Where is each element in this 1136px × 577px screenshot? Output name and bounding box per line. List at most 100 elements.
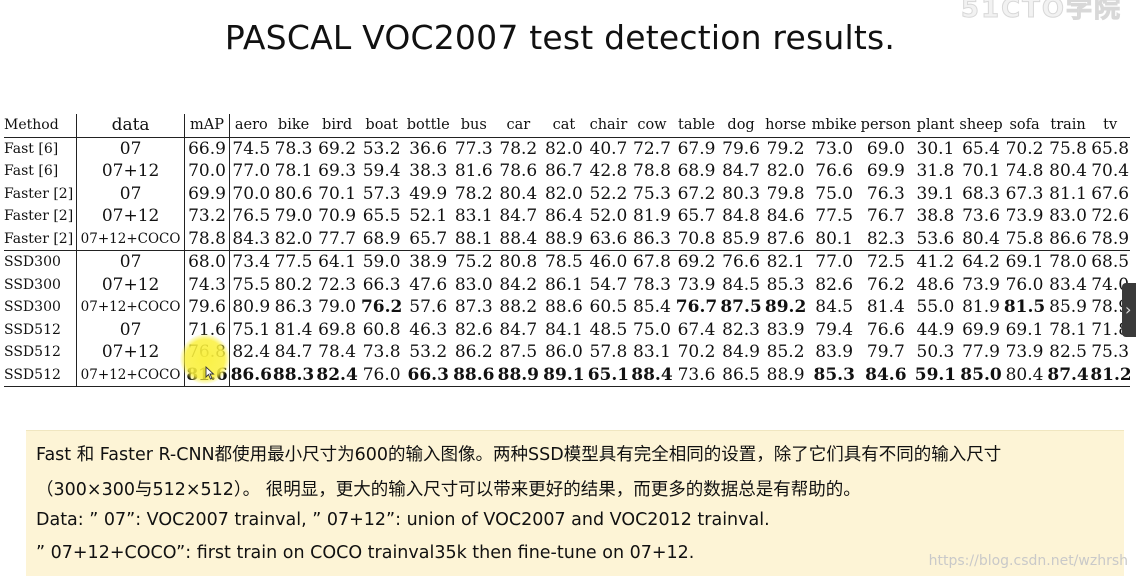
method-cell: SSD300 [4, 250, 77, 274]
map-cell: 79.6 [184, 296, 231, 319]
ap-cell: 81.5 [1003, 297, 1046, 318]
ap-cell: 57.6 [409, 297, 448, 318]
ap-cell: 84.5 [815, 297, 854, 318]
ap-cell: 78.3 [274, 138, 313, 159]
table-row: SSD512 07 71.6 75.1 81.4 69.8 60.8 46.3 82.6 84.7… [4, 318, 1130, 341]
ap-cell: 60.8 [362, 319, 401, 340]
ap-cell: 86.5 [719, 363, 763, 387]
map-cell: 70.0 [184, 160, 231, 183]
ap-cell: 67.2 [677, 183, 716, 204]
ap-cell: 84.7 [499, 206, 538, 227]
ap-cell: 73.9 [1005, 342, 1044, 363]
column-header-train: train [1045, 114, 1091, 138]
method-cell: SSD512 [4, 321, 61, 338]
ap-cell: 75.2 [452, 250, 496, 274]
ap-cell: 85.3 [808, 363, 860, 387]
ap-cell: 82.4 [314, 363, 360, 387]
method-cell: Faster [2] [4, 185, 74, 202]
ap-cell: 84.5 [722, 274, 760, 295]
ap-cell: 69.1 [1005, 319, 1044, 340]
ap-cell: 75.0 [633, 319, 671, 340]
map-cell: 69.9 [184, 182, 231, 205]
ap-cell: 65.5 [362, 206, 401, 227]
column-header-bike: bike [272, 114, 315, 138]
ap-cell: 84.2 [499, 274, 538, 295]
cursor-highlight [180, 334, 230, 384]
ap-cell: 75.1 [232, 319, 271, 340]
ap-cell: 76.6 [866, 319, 905, 340]
ap-cell: 70.1 [318, 183, 357, 204]
table-row: SSD300 07+12 74.3 75.5 80.2 72.3 66.3 47.6 83.0 8… [4, 273, 1130, 296]
ap-cell: 86.6 [229, 363, 273, 387]
training-data-cell: 07 [76, 137, 185, 160]
ap-cell: 44.9 [916, 319, 955, 340]
ap-cell: 38.8 [916, 206, 955, 227]
training-data-cell: 07+12 [76, 205, 185, 228]
ap-cell: 82.6 [815, 274, 854, 295]
ap-cell: 83.1 [633, 342, 671, 363]
ap-cell: 78.2 [499, 138, 538, 159]
ap-cell: 40.7 [589, 138, 628, 159]
ap-cell: 78.2 [454, 183, 493, 204]
table-row: SSD300 07 68.0 73.4 77.5 64.1 59.0 38.9 75.2 80.8… [4, 250, 1130, 274]
ap-cell: 85.9 [722, 228, 760, 249]
ap-cell: 41.2 [912, 250, 959, 274]
ap-cell: 59.1 [912, 363, 959, 387]
ap-cell: 38.3 [409, 161, 448, 182]
training-data-cell: 07+12 [76, 341, 185, 364]
ap-cell: 60.5 [589, 297, 628, 318]
ap-cell: 53.2 [409, 342, 448, 363]
column-header-car: car [495, 114, 542, 138]
ap-cell: 77.0 [232, 161, 271, 182]
ap-cell: 78.6 [499, 161, 538, 182]
ap-cell: 65.7 [409, 228, 448, 249]
column-header-person: person [859, 114, 913, 138]
ap-cell: 65.8 [1091, 138, 1130, 159]
column-header-chair: chair [586, 114, 631, 138]
note-line-3: Data: ” 07”: VOC2007 trainval, ” 07+12”:… [36, 510, 770, 530]
ap-cell: 78.4 [318, 342, 357, 363]
ap-cell: 81.4 [274, 319, 313, 340]
map-cell: 78.8 [184, 227, 231, 251]
ap-cell: 88.1 [454, 228, 493, 249]
ap-cell: 64.1 [314, 250, 360, 274]
ap-cell: 67.8 [630, 250, 674, 274]
ap-cell: 88.9 [495, 363, 542, 387]
table-row: SSD51207+12+COCO81.686.688.382.476.066.3… [4, 363, 1130, 387]
ap-cell: 69.8 [318, 319, 357, 340]
ap-cell: 72.5 [859, 250, 913, 274]
ap-cell: 67.3 [1005, 183, 1044, 204]
ap-cell: 82.0 [544, 138, 583, 159]
table-row: SSD51207+1276.882.484.778.473.853.286.28… [4, 341, 1130, 364]
method-cell: Fast [6] [4, 140, 59, 157]
column-header-table: table [673, 114, 720, 138]
ap-cell: 84.8 [722, 206, 760, 227]
ap-cell: 38.9 [403, 250, 453, 274]
training-data-cell: 07+12 [76, 273, 185, 296]
ap-cell: 75.0 [815, 183, 854, 204]
ap-cell: 65.1 [586, 363, 631, 387]
ap-cell: 78.9 [1091, 228, 1130, 249]
ap-cell: 78.0 [1045, 250, 1091, 274]
ap-cell: 73.9 [1005, 206, 1044, 227]
ap-cell: 75.3 [633, 183, 671, 204]
column-header-map: mAP [184, 114, 231, 138]
ap-cell: 65.4 [962, 138, 1000, 159]
ap-cell: 81.4 [866, 297, 905, 318]
column-header-data: data [76, 114, 185, 138]
ap-cell: 88.3 [272, 363, 315, 387]
ap-cell: 59.0 [359, 250, 404, 274]
ap-cell: 89.1 [541, 363, 587, 387]
ap-cell: 75.8 [1049, 138, 1087, 159]
method-cell: Faster [2] [4, 208, 74, 225]
ap-cell: 86.6 [1049, 228, 1087, 249]
ap-cell: 53.2 [362, 138, 401, 159]
ap-cell: 36.6 [409, 138, 448, 159]
ap-cell: 70.1 [962, 161, 1000, 182]
next-slide-button[interactable]: › [1122, 283, 1136, 337]
ap-cell: 80.4 [1049, 161, 1087, 182]
ap-cell: 52.0 [589, 206, 628, 227]
column-header-tv: tv [1090, 114, 1130, 138]
column-header-bus: bus [452, 114, 496, 138]
ap-cell: 74.8 [1005, 161, 1044, 182]
